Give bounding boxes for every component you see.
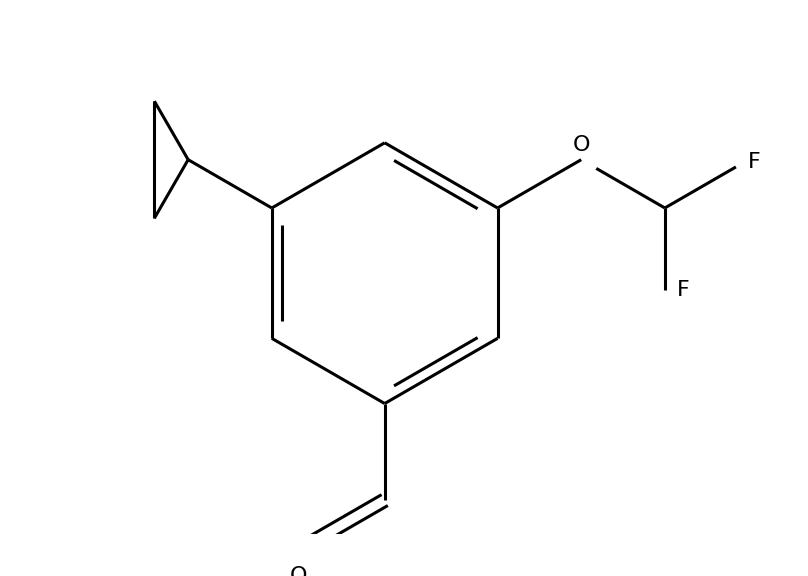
Text: O: O [572, 135, 590, 155]
Text: O: O [289, 566, 307, 576]
Text: F: F [747, 152, 760, 172]
Text: F: F [676, 280, 689, 300]
